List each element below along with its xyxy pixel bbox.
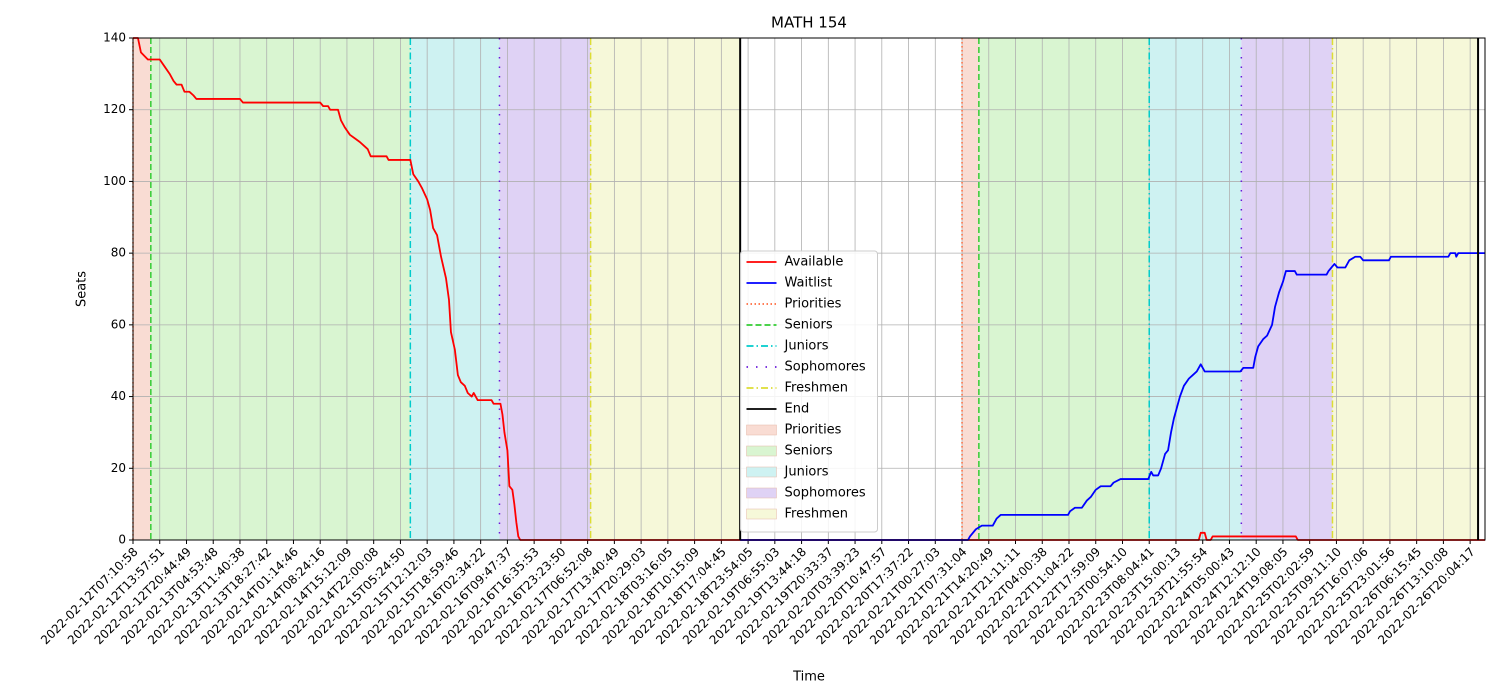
- phase-span: [499, 38, 591, 540]
- legend: Available Waitlist Priorities Seniors Junior…: [740, 250, 878, 533]
- legend-patch: [746, 445, 777, 457]
- legend-label: Sophomores: [785, 360, 866, 375]
- phase-span: [1241, 38, 1333, 540]
- legend-label: Available: [785, 255, 844, 270]
- y-tick-label: 100: [103, 174, 126, 188]
- legend-label: Priorities: [785, 423, 842, 438]
- legend-patch: [746, 487, 777, 499]
- phase-span: [133, 38, 151, 540]
- legend-patch: [746, 466, 777, 478]
- phase-span: [962, 38, 979, 540]
- phase-span: [150, 38, 411, 540]
- plot-frame: [132, 37, 1486, 541]
- y-tick-label: 80: [111, 246, 126, 260]
- legend-label: End: [785, 402, 810, 417]
- phase-span: [1332, 38, 1479, 540]
- legend-label: Waitlist: [785, 276, 833, 291]
- y-tick-label: 140: [103, 31, 126, 45]
- legend-label: Freshmen: [785, 507, 849, 522]
- legend-label: Freshmen: [785, 381, 849, 396]
- legend-patch: [746, 424, 777, 436]
- legend-label: Juniors: [784, 339, 829, 354]
- phase-span: [978, 38, 1150, 540]
- y-tick-label: 40: [111, 389, 126, 403]
- legend-label: Juniors: [784, 465, 829, 480]
- series-line: [740, 252, 1485, 541]
- legend-patch: [746, 508, 777, 520]
- y-tick-label: 20: [111, 461, 126, 475]
- y-axis-label: Seats: [75, 271, 90, 307]
- legend-label: Priorities: [785, 297, 842, 312]
- phase-span: [1149, 38, 1242, 540]
- legend-label: Seniors: [785, 318, 833, 333]
- phase-span: [590, 38, 741, 540]
- y-tick-label: 60: [111, 317, 126, 331]
- y-tick-label: 0: [118, 533, 126, 547]
- legend-label: Sophomores: [785, 486, 866, 501]
- chart-title: MATH 154: [771, 14, 847, 32]
- legend-box: [740, 250, 878, 533]
- series-line: [133, 37, 1485, 541]
- x-axis-label: Time: [792, 670, 825, 685]
- phase-span: [410, 38, 500, 540]
- y-tick-label: 120: [103, 102, 126, 116]
- legend-label: Seniors: [785, 444, 833, 459]
